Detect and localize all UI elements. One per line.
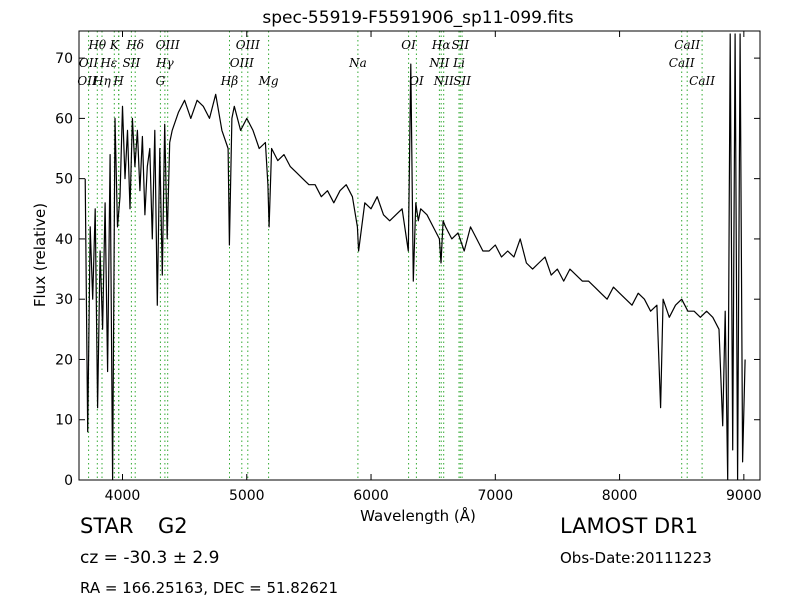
spectral-line-label: OII (77, 74, 97, 88)
spectral-line-label: Hη (92, 74, 111, 88)
object-class: STAR (80, 514, 134, 538)
spectral-line-label: OIII (156, 38, 180, 52)
x-tick-label: 7000 (477, 488, 513, 504)
spectral-line-label: Mg (258, 74, 279, 88)
y-tick-label: 70 (55, 51, 73, 67)
spectral-line-label: Hγ (155, 56, 174, 70)
x-tick-label: 9000 (726, 488, 762, 504)
spectral-line-label: Na (348, 56, 367, 70)
spectral-line-label: SII (451, 38, 469, 52)
spectrum-line (84, 33, 746, 480)
spectral-line-label: OI (409, 74, 424, 88)
redshift-readout: cz = -30.3 ± 2.9 (80, 548, 220, 568)
y-tick-label: 20 (55, 352, 73, 368)
chart-title: spec-55919-F5591906_sp11-099.fits (262, 8, 573, 28)
object-subclass: G2 (158, 514, 188, 538)
x-tick-label: 6000 (353, 488, 389, 504)
x-tick-label: 8000 (602, 488, 638, 504)
y-tick-label: 0 (64, 473, 73, 489)
observation-date: Obs-Date:20111223 (560, 549, 712, 567)
spectral-line-label: Hδ (125, 38, 144, 52)
x-tick-label: 4000 (105, 488, 141, 504)
y-tick-label: 50 (55, 172, 73, 188)
spectral-line-label: SII (453, 74, 471, 88)
coordinates-readout: RA = 166.25163, DEC = 51.82621 (80, 579, 339, 597)
spectrum-data-layer (84, 33, 746, 480)
spectral-line-label: Hθ (87, 38, 106, 52)
y-axis-label: Flux (relative) (31, 203, 49, 307)
y-tick-label: 30 (55, 292, 73, 308)
spectral-line-label: OII (79, 56, 99, 70)
y-tick-label: 40 (55, 232, 73, 248)
spectral-line-label: OIII (230, 56, 254, 70)
y-tick-label: 60 (55, 111, 73, 127)
spectral-line-label: CaII (674, 38, 700, 52)
spectral-line-label: SII (123, 56, 141, 70)
spectral-line-label: Hβ (220, 74, 238, 88)
survey-name: LAMOST DR1 (560, 514, 699, 538)
y-tick-label: 10 (55, 413, 73, 429)
x-tick-label: 5000 (229, 488, 265, 504)
spectral-line-label: OI (401, 38, 416, 52)
spectral-line-label: Li (452, 56, 465, 70)
spectral-line-label: CaII (669, 56, 695, 70)
spectral-line-label: Hε (99, 56, 117, 70)
spectral-line-label: G (156, 74, 166, 88)
spectral-line-label: K (109, 38, 120, 52)
spectral-line-label: CaII (689, 74, 715, 88)
axis-tick-layer: 4000 5000 6000 7000 8000 9000 0 10 20 30 40 50 60 70 (55, 31, 762, 504)
spectral-line-label: NII (428, 56, 449, 70)
spectral-line-label: OIII (236, 38, 260, 52)
spectral-line-label: Hα (431, 38, 451, 52)
line-marker-layer (88, 31, 703, 480)
spectral-line-label: H (112, 74, 124, 88)
x-axis-label: Wavelength (Å) (360, 506, 476, 525)
spectral-line-label: NII (433, 74, 454, 88)
plot-frame (78, 30, 761, 481)
